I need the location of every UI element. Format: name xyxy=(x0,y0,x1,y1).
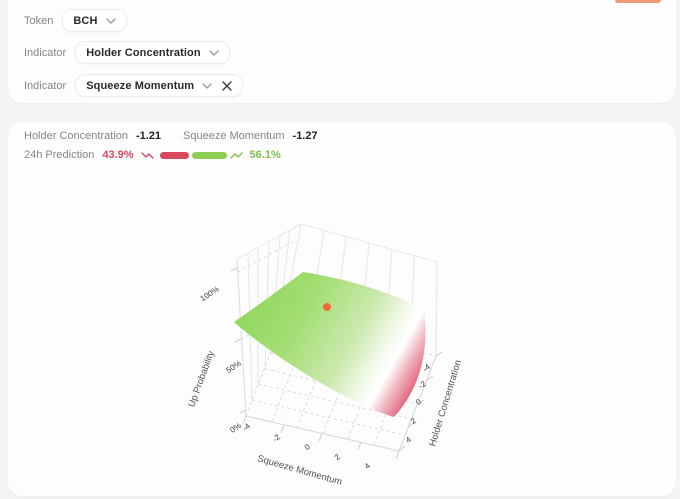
surface-plot-canvas[interactable]: -4 -2 0 2 4 Squeeze Momentum -4 -2 0 2 4… xyxy=(8,122,676,496)
trend-down-icon xyxy=(140,151,154,160)
prediction-down-pct: 43.9% xyxy=(102,149,134,161)
indicator-2-dropdown[interactable]: Squeeze Momentum xyxy=(75,74,244,97)
chevron-down-icon xyxy=(202,82,212,89)
metric-1-value: -1.21 xyxy=(135,130,162,142)
z-axis-labels: 0% 50% 100% Up Probability xyxy=(186,285,243,435)
svg-text:0: 0 xyxy=(414,397,423,407)
svg-text:-2: -2 xyxy=(271,432,283,444)
indicator-values-row: Holder Concentration -1.21 Squeeze Momen… xyxy=(24,130,318,142)
prediction-bar-up xyxy=(191,151,227,159)
prediction-label: 24h Prediction xyxy=(24,149,95,161)
svg-text:2: 2 xyxy=(409,416,418,426)
top-right-button-fragment[interactable] xyxy=(615,0,661,3)
indicator-2-label: Indicator xyxy=(24,79,67,92)
prediction-marker xyxy=(323,303,331,311)
svg-text:0: 0 xyxy=(303,442,313,452)
indicator-2-value: Squeeze Momentum xyxy=(86,79,195,92)
indicator-1-label: Indicator xyxy=(24,46,67,59)
svg-text:4: 4 xyxy=(363,461,373,471)
svg-text:100%: 100% xyxy=(199,285,221,304)
token-dropdown[interactable]: BCH xyxy=(62,9,127,32)
token-value: BCH xyxy=(73,14,98,27)
svg-text:-2: -2 xyxy=(417,379,429,391)
prediction-bar-down xyxy=(159,151,189,159)
filters-card: Token BCH Indicator Holder Concentration… xyxy=(8,0,676,103)
svg-text:2: 2 xyxy=(333,452,343,462)
stats-panel: Holder Concentration -1.21 Squeeze Momen… xyxy=(24,130,318,161)
filter-row-indicator-2: Indicator Squeeze Momentum xyxy=(24,74,244,97)
axis-ticks xyxy=(230,267,443,460)
prediction-row: 24h Prediction 43.9% 56.1% xyxy=(24,149,318,161)
metric-2-value: -1.27 xyxy=(292,130,318,142)
svg-text:-4: -4 xyxy=(421,362,433,374)
svg-text:4: 4 xyxy=(404,435,413,445)
chart-card: -4 -2 0 2 4 Squeeze Momentum -4 -2 0 2 4… xyxy=(8,122,676,496)
y-axis-title: Holder Concentration xyxy=(427,359,464,448)
x-axis-title: Squeeze Momentum xyxy=(256,453,343,488)
svg-text:0%: 0% xyxy=(228,421,243,435)
chevron-down-icon xyxy=(105,17,116,24)
z-axis-title: Up Probability xyxy=(186,349,217,409)
remove-indicator-icon[interactable] xyxy=(222,80,232,91)
metric-1-label: Holder Concentration xyxy=(24,130,128,142)
svg-text:50%: 50% xyxy=(224,359,242,375)
svg-text:-4: -4 xyxy=(241,421,253,433)
filter-row-indicator-1: Indicator Holder Concentration xyxy=(24,41,230,64)
prediction-up-pct: 56.1% xyxy=(249,149,281,161)
token-label: Token xyxy=(24,14,54,27)
surface xyxy=(234,272,426,417)
indicator-1-value: Holder Concentration xyxy=(86,46,201,59)
trend-up-icon xyxy=(229,151,243,160)
indicator-1-dropdown[interactable]: Holder Concentration xyxy=(75,41,230,64)
metric-2-label: Squeeze Momentum xyxy=(183,130,285,142)
filter-row-token: Token BCH xyxy=(24,9,127,32)
x-axis-labels: -4 -2 0 2 4 Squeeze Momentum xyxy=(241,421,373,488)
chevron-down-icon xyxy=(208,49,219,56)
